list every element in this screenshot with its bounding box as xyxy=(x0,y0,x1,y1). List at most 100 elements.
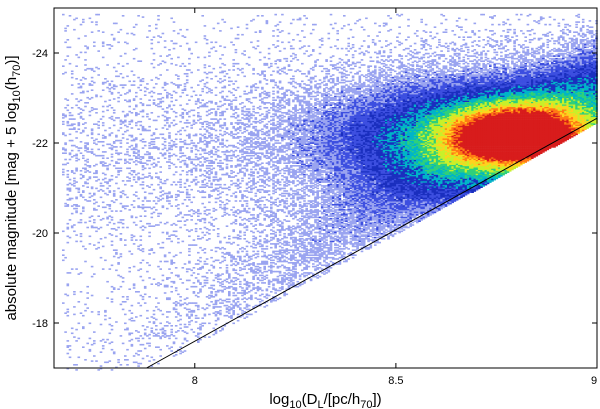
density-cell xyxy=(174,351,178,353)
density-cell xyxy=(216,136,220,138)
density-cell xyxy=(179,178,182,181)
density-cell xyxy=(305,182,308,185)
density-cell xyxy=(155,147,158,149)
density-cell xyxy=(243,210,246,212)
density-cell xyxy=(283,115,286,118)
density-cell xyxy=(159,93,162,95)
density-cell xyxy=(73,185,76,187)
density-cell xyxy=(101,144,105,147)
density-cell xyxy=(161,127,165,129)
density-cell xyxy=(126,196,129,199)
density-cell xyxy=(199,260,202,263)
density-cell xyxy=(232,69,235,71)
density-cell xyxy=(128,180,131,182)
density-cell xyxy=(219,274,222,277)
density-cell xyxy=(90,129,94,132)
density-cell xyxy=(208,90,211,93)
density-cell xyxy=(197,115,200,118)
density-cell xyxy=(210,292,213,294)
density-cell xyxy=(143,285,147,288)
density-cell xyxy=(132,151,136,153)
density-cell xyxy=(150,95,154,98)
density-cell xyxy=(305,245,308,248)
density-cell xyxy=(267,130,271,133)
density-cell xyxy=(101,124,105,127)
density-cell xyxy=(130,338,134,341)
density-cell xyxy=(95,170,98,172)
density-cell xyxy=(112,190,116,192)
density-cell xyxy=(68,15,72,17)
density-cell xyxy=(219,57,222,60)
density-cell xyxy=(150,177,154,180)
density-cell xyxy=(216,299,220,302)
density-cell xyxy=(294,265,297,268)
density-cell xyxy=(88,151,92,153)
density-cell xyxy=(115,199,118,201)
density-cell xyxy=(287,251,291,254)
density-cell xyxy=(208,294,211,297)
density-cell xyxy=(230,255,233,258)
density-cell xyxy=(199,168,202,171)
density-cell xyxy=(172,153,176,156)
density-cell xyxy=(205,129,209,132)
density-cell xyxy=(239,280,242,283)
density-cell xyxy=(64,293,67,296)
density-cell xyxy=(185,113,189,115)
density-cell xyxy=(82,118,85,120)
density-cell xyxy=(152,321,156,323)
density-cell xyxy=(172,307,176,309)
density-cell xyxy=(130,170,134,172)
density-cell xyxy=(203,71,207,74)
density-cell xyxy=(278,231,282,234)
density-cell xyxy=(225,166,229,168)
density-cell xyxy=(139,268,143,270)
density-cell xyxy=(174,287,178,289)
density-cell xyxy=(278,102,282,104)
density-cell xyxy=(192,123,196,125)
density-cell xyxy=(104,100,107,103)
density-cell xyxy=(219,298,222,301)
density-cell xyxy=(185,69,189,71)
density-cell xyxy=(97,228,100,230)
density-cell xyxy=(141,248,145,250)
density-cell xyxy=(141,206,145,209)
density-cell xyxy=(79,312,83,314)
density-cell xyxy=(205,272,209,274)
density-cell xyxy=(70,128,74,130)
density-cell xyxy=(66,55,70,57)
density-cell xyxy=(236,172,240,175)
density-cell xyxy=(112,142,116,144)
density-cell xyxy=(272,119,275,122)
density-cell xyxy=(216,306,220,308)
density-cell xyxy=(230,27,233,30)
density-cell xyxy=(219,330,222,332)
density-cell xyxy=(232,268,235,270)
density-cell xyxy=(210,156,213,158)
density-cell xyxy=(230,41,233,44)
density-cell xyxy=(108,117,112,119)
density-cell xyxy=(228,274,231,277)
density-cell xyxy=(172,21,176,23)
density-cell xyxy=(199,332,202,335)
density-cell xyxy=(197,304,200,307)
density-cell xyxy=(223,204,227,206)
density-cell xyxy=(64,202,67,205)
density-cell xyxy=(104,173,107,176)
density-cell xyxy=(185,188,189,191)
density-cell xyxy=(183,224,187,226)
density-cell xyxy=(66,345,70,347)
density-cell xyxy=(117,153,120,156)
density-cell xyxy=(296,133,300,136)
density-cell xyxy=(95,180,98,182)
density-cell xyxy=(188,250,191,253)
density-cell xyxy=(276,45,280,47)
density-cell xyxy=(258,59,262,61)
density-cell xyxy=(219,45,222,47)
density-cell xyxy=(212,327,216,330)
density-cell xyxy=(79,79,83,81)
density-cell xyxy=(159,36,162,38)
density-cell xyxy=(99,365,103,367)
density-cell xyxy=(66,311,70,313)
density-cell xyxy=(214,197,218,200)
density-cell xyxy=(155,283,158,285)
